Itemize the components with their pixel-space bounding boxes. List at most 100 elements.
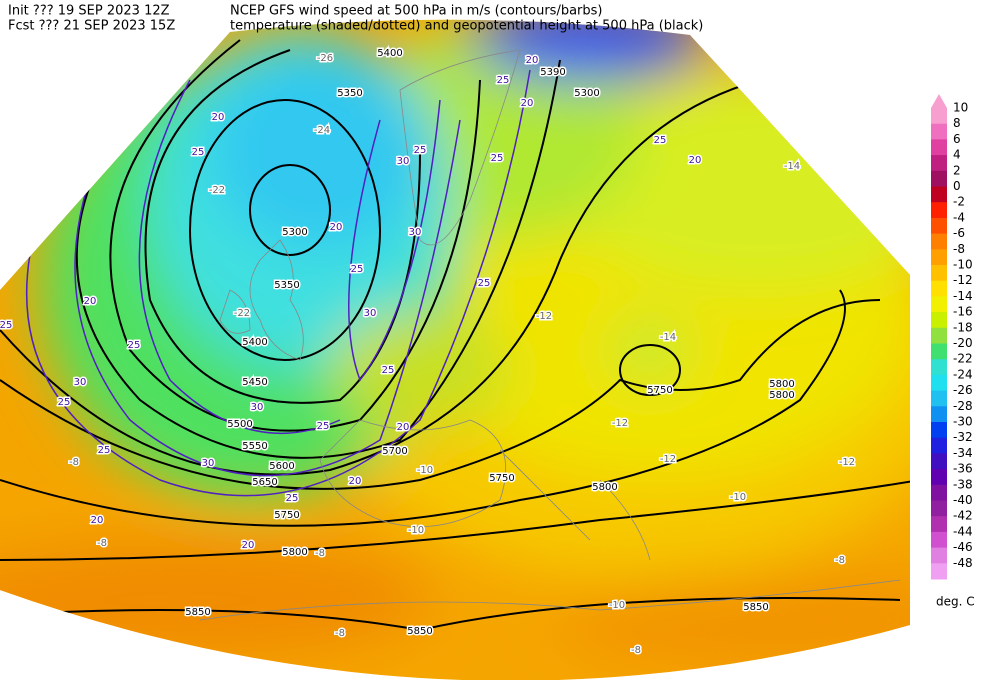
temperature-label: -12 (839, 457, 855, 468)
colorbar-label: -26 (953, 383, 973, 397)
colorbar-label: -2 (953, 195, 965, 209)
colorbar-segment (931, 484, 947, 501)
temperature-label: -8 (835, 555, 845, 566)
colorbar-segment (931, 123, 947, 140)
wind-speed-label: 30 (74, 377, 87, 388)
temperature-label: -8 (97, 538, 107, 549)
wind-speed-label: 20 (91, 515, 104, 526)
colorbar-segment (931, 547, 947, 564)
temperature-label: -22 (234, 308, 250, 319)
temperature-label: -14 (660, 332, 676, 343)
colorbar-label: -42 (953, 509, 973, 523)
height-label: 5500 (227, 419, 252, 430)
wind-speed-label: 20 (84, 296, 97, 307)
height-label: 5350 (274, 280, 299, 291)
height-label: 5300 (282, 227, 307, 238)
temperature-label: -22 (209, 185, 225, 196)
colorbar-segment (931, 186, 947, 203)
colorbar-label: -44 (953, 524, 973, 538)
wind-speed-label: 20 (397, 422, 410, 433)
height-label: 5800 (592, 482, 617, 493)
colorbar-segment (931, 516, 947, 533)
colorbar-label: -28 (953, 399, 973, 413)
colorbar-segment (931, 374, 947, 392)
colorbar-segment (931, 265, 947, 282)
height-label: 5400 (377, 48, 402, 59)
colorbar-segment (931, 202, 947, 219)
colorbar-segment (931, 390, 947, 407)
height-label: 5850 (743, 602, 768, 613)
colorbar-label: 10 (953, 101, 968, 115)
colorbar-segment (931, 343, 947, 360)
wind-speed-label: 25 (414, 145, 427, 156)
wind-speed-label: 25 (478, 278, 491, 289)
wind-speed-label: 30 (364, 308, 377, 319)
colorbar-segment (931, 280, 947, 297)
wind-speed-label: 30 (202, 458, 215, 469)
wind-speed-label: 25 (128, 340, 141, 351)
colorbar-segment (931, 233, 947, 250)
colorbar-label: -46 (953, 540, 973, 554)
wind-speed-label: 25 (192, 147, 205, 158)
colorbar-segment (931, 563, 947, 580)
wind-speed-label: 25 (491, 153, 504, 164)
height-label: 5350 (337, 88, 362, 99)
temperature-label: -8 (631, 645, 641, 656)
height-label: 5390 (540, 67, 565, 78)
coastlines (199, 49, 901, 621)
height-label: 5850 (407, 626, 432, 637)
colorbar-label: -30 (953, 415, 973, 429)
colorbar-label: -34 (953, 446, 973, 460)
temperature-label: -10 (417, 465, 433, 476)
colorbar-segment (931, 170, 947, 187)
height-label: 5450 (242, 377, 267, 388)
colorbar-label: 4 (953, 148, 961, 162)
colorbar-segment (931, 155, 947, 172)
wind-speed-label: 30 (251, 402, 264, 413)
init-time: Init ??? 19 SEP 2023 12Z (8, 4, 170, 19)
wind-speed-label: 25 (58, 397, 71, 408)
height-label: 5750 (647, 385, 672, 396)
colorbar-label: -24 (953, 367, 973, 381)
colorbar-segment (931, 359, 947, 376)
colorbar-segment (931, 453, 947, 470)
temperature-label: -24 (314, 125, 330, 136)
wind-speed-label: 20 (349, 476, 362, 487)
colorbar-segment (931, 296, 947, 313)
wind-speed-label: 20 (242, 540, 255, 551)
wind-speed-label: 30 (409, 227, 422, 238)
height-label: 5750 (489, 473, 514, 484)
colorbar-label: -18 (953, 320, 973, 334)
colorbar-arrow (931, 94, 947, 108)
colorbar-segment (931, 217, 947, 235)
colorbar-label: -16 (953, 305, 973, 319)
wind-speed-label: 25 (351, 264, 364, 275)
temperature-label: -10 (609, 600, 625, 611)
wind-speed-label: 30 (397, 156, 410, 167)
wind-speed-label: 20 (689, 155, 702, 166)
temperature-label: -26 (317, 53, 333, 64)
colorbar-segment (931, 249, 947, 266)
wind-speed-label: 20 (521, 98, 534, 109)
colorbar-unit: deg. C (936, 595, 975, 609)
wind-speed-label: 25 (317, 421, 330, 432)
colorbar-label: -40 (953, 493, 973, 507)
colorbar-label: -14 (953, 289, 973, 303)
colorbar-segment (931, 531, 947, 549)
height-label: 5300 (574, 88, 599, 99)
height-label: 5700 (382, 446, 407, 457)
colorbar-segment (931, 327, 947, 344)
temperature-label: -12 (536, 311, 552, 322)
colorbar-segment (931, 422, 947, 439)
colorbar-label: -6 (953, 226, 965, 240)
colorbar-segment (931, 406, 947, 423)
colorbar-label: -4 (953, 210, 965, 224)
height-label: 5600 (269, 461, 294, 472)
colorbar-segment (931, 139, 947, 156)
temperature-label: -8 (315, 548, 325, 559)
height-label: 5800 (769, 379, 794, 390)
height-contours (0, 39, 910, 632)
wind-speed-label: 25 (497, 75, 510, 86)
